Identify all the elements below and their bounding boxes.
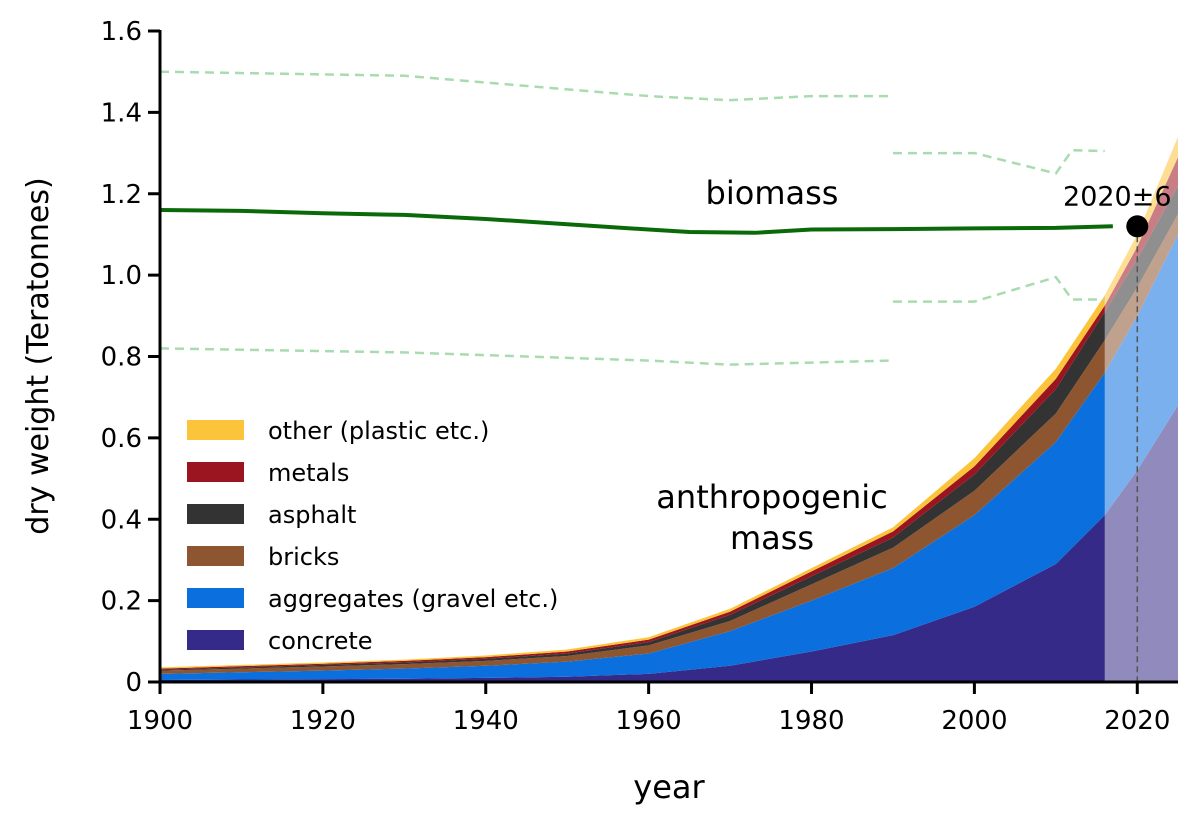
- y-tick-label: 1.0: [101, 261, 142, 291]
- x-tick-label: 1900: [127, 706, 193, 736]
- legend-label: aggregates (gravel etc.): [268, 585, 558, 613]
- axes: 1900 1920 1940 1960 1980 2000 2020 0 0.2 0.4 0.6 0.…: [101, 17, 1178, 736]
- legend: other (plastic etc.) metals asphalt bricks a…: [187, 417, 558, 655]
- uncertainty-band-line: [159, 70, 893, 102]
- anthropogenic-label-line1: anthropogenic: [656, 478, 887, 516]
- x-tick-label: 1920: [290, 706, 356, 736]
- legend-swatch: [187, 630, 244, 650]
- y-tick-label: 1.4: [101, 98, 142, 128]
- biomass-label: biomass: [706, 174, 839, 212]
- legend-swatch: [187, 420, 244, 440]
- area-concrete: [160, 405, 1178, 682]
- x-tick-label: 1980: [778, 706, 844, 736]
- legend-swatch: [187, 588, 244, 608]
- y-tick-label: 0: [125, 668, 142, 698]
- legend-label: asphalt: [268, 501, 356, 529]
- y-tick-label: 0.2: [101, 587, 142, 617]
- legend-label: concrete: [268, 627, 373, 655]
- x-tick-label: 1940: [453, 706, 519, 736]
- y-tick-label: 1.6: [101, 17, 142, 47]
- y-tick-label: 1.2: [101, 180, 142, 210]
- biomass-line: [159, 208, 1113, 235]
- y-tick-label: 0.4: [101, 505, 142, 535]
- anthropogenic-label-line2: mass: [730, 519, 814, 557]
- uncertainty-band-line: [159, 347, 893, 366]
- y-tick-label: 0.8: [101, 343, 142, 373]
- x-tick-label: 2020: [1104, 706, 1170, 736]
- x-tick-label: 2000: [941, 706, 1007, 736]
- legend-swatch: [187, 546, 244, 566]
- biomass-uncertainty: [159, 70, 1105, 366]
- x-tick-label: 1960: [616, 706, 682, 736]
- y-tick-label: 0.6: [101, 424, 142, 454]
- x-axis-label: year: [633, 768, 705, 806]
- crossover-label: 2020±6: [1063, 181, 1172, 212]
- legend-swatch: [187, 462, 244, 482]
- y-axis-label: dry weight (Teratonnes): [21, 177, 56, 534]
- uncertainty-band-line: [892, 148, 1105, 175]
- projection-overlay: [1104, 31, 1178, 682]
- uncertainty-band-line: [892, 275, 1105, 303]
- legend-label: other (plastic etc.): [268, 417, 489, 445]
- legend-swatch: [187, 504, 244, 524]
- crossover-point: [1126, 215, 1149, 238]
- legend-label: metals: [268, 459, 349, 487]
- area-aggregates: [160, 234, 1178, 680]
- legend-label: bricks: [268, 543, 339, 571]
- stacked-areas: [160, 136, 1178, 682]
